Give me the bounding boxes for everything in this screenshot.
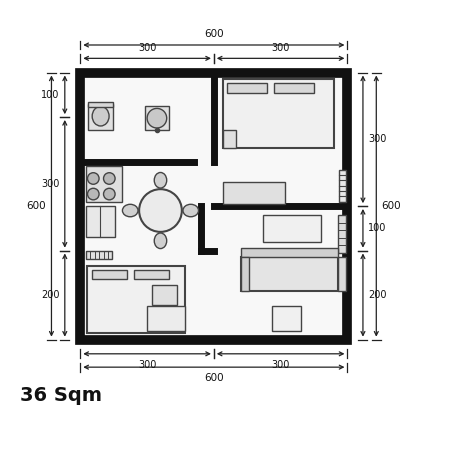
Circle shape: [87, 188, 99, 200]
Bar: [91, 270, 127, 280]
Text: 300: 300: [271, 43, 290, 53]
Bar: [134, 270, 169, 280]
Bar: [272, 306, 301, 331]
Text: 300: 300: [368, 134, 387, 144]
Bar: [338, 215, 346, 253]
Circle shape: [147, 109, 166, 128]
Bar: [87, 266, 185, 333]
Bar: [86, 206, 115, 237]
Bar: [88, 104, 113, 131]
Text: 200: 200: [41, 290, 59, 300]
Bar: [86, 251, 112, 258]
Bar: [241, 257, 249, 290]
Bar: [241, 248, 338, 257]
Bar: [223, 181, 285, 204]
Bar: [223, 79, 334, 148]
Text: 600: 600: [204, 373, 224, 383]
Text: 100: 100: [41, 90, 59, 100]
Bar: [145, 106, 169, 131]
Ellipse shape: [154, 233, 166, 249]
Bar: [263, 215, 321, 242]
Bar: [241, 257, 338, 290]
Bar: [227, 83, 267, 93]
Bar: [274, 83, 314, 93]
Circle shape: [104, 188, 115, 200]
Bar: [153, 285, 177, 305]
Bar: [147, 306, 185, 331]
Bar: [88, 102, 113, 107]
Text: 600: 600: [204, 29, 224, 39]
Bar: [81, 72, 347, 339]
Bar: [339, 170, 346, 202]
Ellipse shape: [183, 204, 198, 217]
Text: 600: 600: [382, 201, 401, 211]
Bar: [223, 131, 236, 148]
Ellipse shape: [92, 106, 109, 126]
Ellipse shape: [154, 172, 166, 188]
Text: 600: 600: [27, 201, 46, 211]
Text: 36 Sqm: 36 Sqm: [20, 386, 102, 405]
Bar: [86, 166, 122, 202]
Text: 100: 100: [368, 223, 387, 233]
Text: 300: 300: [41, 179, 59, 189]
Bar: [338, 257, 346, 290]
Text: 300: 300: [271, 360, 290, 369]
Text: 300: 300: [138, 360, 156, 369]
Circle shape: [87, 172, 99, 184]
Circle shape: [104, 172, 115, 184]
Circle shape: [139, 189, 182, 232]
Ellipse shape: [122, 204, 138, 217]
Text: 200: 200: [368, 290, 387, 300]
Text: 300: 300: [138, 43, 156, 53]
